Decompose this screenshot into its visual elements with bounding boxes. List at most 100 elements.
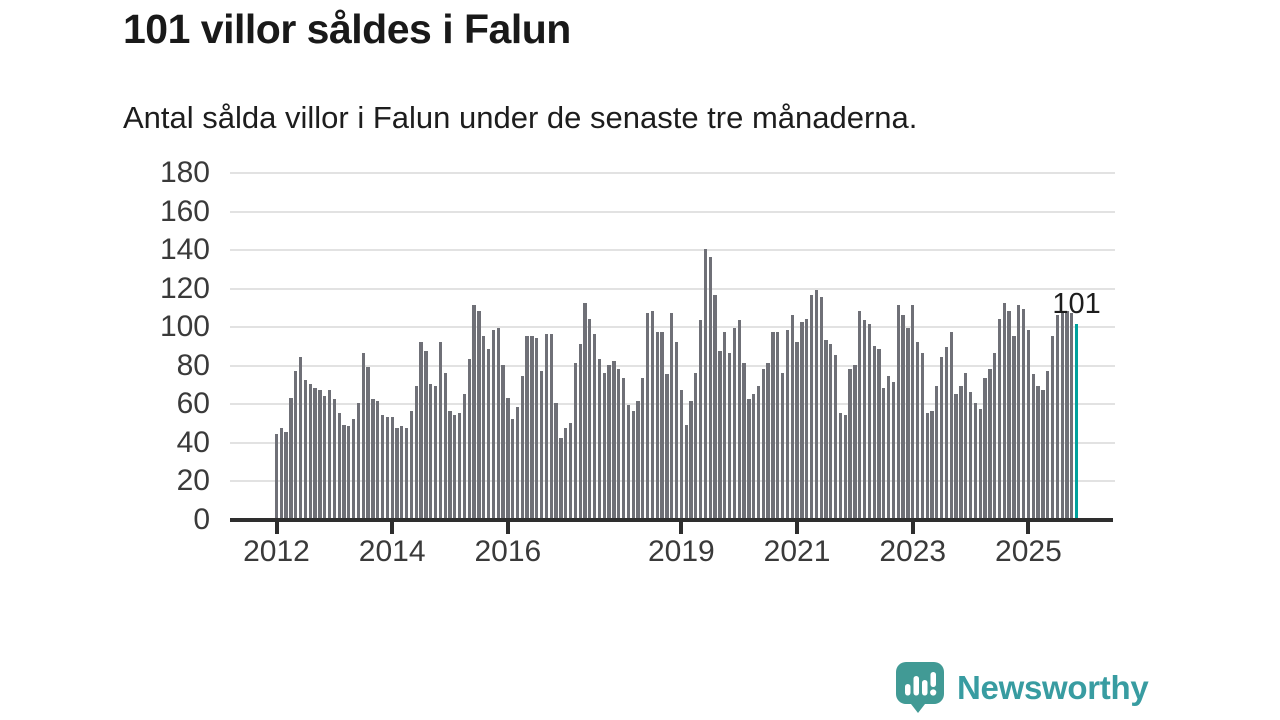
bar [525, 335, 529, 519]
brand-name: Newsworthy [957, 668, 1149, 706]
x-axis-label-2019: 2019 [648, 535, 715, 568]
bar [361, 353, 365, 519]
bar [727, 353, 732, 519]
y-axis-label-180: 180 [159, 156, 210, 189]
bar [626, 405, 630, 519]
bar [274, 434, 279, 519]
bar [925, 412, 929, 519]
bar [737, 320, 741, 519]
chart-title: 101 villor såldes i Falun [123, 6, 571, 52]
bar [858, 310, 862, 519]
bar [901, 314, 905, 519]
bar [356, 403, 361, 519]
bar [694, 372, 698, 519]
bar [414, 385, 418, 519]
bar [467, 359, 471, 519]
bar [814, 289, 818, 519]
gridline-160 [230, 210, 1115, 213]
y-axis-label-40: 40 [176, 425, 210, 459]
bar [491, 330, 496, 519]
plot-area: 0 20 40 60 80 100 120 140 160 180 2012 2014 2016 2019… [160, 157, 1115, 568]
bar [723, 332, 727, 519]
y-axis-label-80: 80 [176, 348, 210, 382]
x-axis-label-2014: 2014 [358, 535, 426, 568]
x-axis-tick-2023 [910, 522, 915, 534]
y-axis-label-0: 0 [193, 503, 210, 536]
bar [482, 335, 486, 519]
bar [886, 376, 891, 519]
bar [1070, 312, 1074, 519]
x-axis-tick-2016 [505, 522, 510, 534]
bar [573, 362, 577, 519]
bar [308, 384, 312, 519]
bar [718, 351, 722, 519]
bar [395, 428, 399, 519]
bar [930, 411, 934, 519]
bar [684, 424, 688, 519]
x-axis-label-2023: 2023 [879, 535, 947, 568]
bar [993, 353, 997, 519]
bar [429, 384, 433, 519]
bar [954, 393, 958, 519]
bar [1012, 335, 1016, 519]
y-axis-label-140: 140 [159, 233, 210, 267]
bar [800, 322, 804, 519]
bar [756, 385, 761, 519]
bar [780, 372, 785, 519]
bar [689, 401, 693, 519]
bar [1007, 310, 1011, 519]
bar [968, 391, 973, 519]
y-axis-label-20: 20 [176, 464, 210, 498]
bar [699, 320, 703, 519]
bar [559, 438, 563, 519]
bar [337, 412, 341, 519]
bar [1017, 305, 1021, 519]
y-axis-label-60: 60 [176, 387, 210, 421]
bar [1046, 370, 1050, 519]
x-axis-label-2021: 2021 [763, 535, 831, 568]
bar [848, 368, 852, 519]
bar [289, 397, 293, 519]
bar [641, 378, 645, 519]
bar [655, 332, 659, 519]
x-axis-tick-2014 [390, 522, 395, 534]
bar [506, 397, 510, 519]
bar [1002, 303, 1006, 519]
x-axis-label-2016: 2016 [474, 535, 542, 568]
x-axis-tick-2021 [795, 522, 800, 534]
bar [1026, 330, 1031, 519]
bar [486, 349, 491, 519]
bar [911, 305, 915, 519]
bar [805, 318, 809, 519]
bar [882, 387, 886, 519]
bar [612, 360, 616, 519]
bar [515, 407, 520, 519]
y-axis-label-160: 160 [159, 194, 210, 228]
bar [371, 399, 375, 519]
bar [650, 310, 655, 519]
bar [877, 349, 881, 519]
bar [409, 411, 414, 519]
bar [776, 332, 780, 519]
bar [424, 351, 428, 519]
bar [843, 414, 847, 519]
bar [872, 345, 876, 519]
x-axis-label-2012: 2012 [243, 535, 310, 568]
bar [583, 303, 587, 519]
bar [829, 343, 833, 519]
gridline-140 [230, 249, 1115, 252]
bar [578, 343, 582, 519]
bar [752, 393, 756, 519]
x-axis-tick-2012 [274, 522, 279, 534]
bar [318, 389, 322, 519]
bar [501, 364, 505, 519]
bar [708, 256, 712, 519]
bar [978, 409, 982, 519]
bar [920, 353, 925, 519]
bar [713, 295, 717, 519]
bar [973, 403, 978, 519]
bar [376, 401, 380, 519]
bar [323, 395, 327, 519]
bar [472, 305, 476, 519]
bar [944, 347, 949, 519]
